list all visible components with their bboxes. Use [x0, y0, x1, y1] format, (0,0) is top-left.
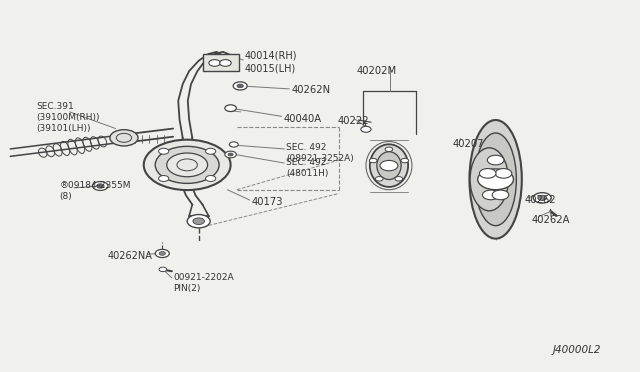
Circle shape	[209, 60, 220, 66]
Circle shape	[401, 158, 408, 163]
Circle shape	[533, 193, 551, 203]
Text: 00921-2202A
PIN(2): 00921-2202A PIN(2)	[173, 273, 234, 293]
Ellipse shape	[469, 120, 522, 238]
Circle shape	[159, 148, 169, 154]
Circle shape	[225, 151, 236, 158]
Circle shape	[495, 169, 512, 178]
Circle shape	[229, 142, 238, 147]
Ellipse shape	[370, 144, 408, 187]
Circle shape	[159, 176, 169, 182]
Text: 40207: 40207	[452, 140, 484, 150]
Circle shape	[477, 169, 513, 190]
Ellipse shape	[470, 148, 508, 211]
Circle shape	[205, 176, 216, 182]
Circle shape	[487, 155, 504, 165]
Text: 40262N: 40262N	[291, 86, 330, 95]
Text: 40262NA: 40262NA	[108, 251, 153, 262]
Circle shape	[479, 169, 496, 178]
Circle shape	[380, 160, 398, 171]
Circle shape	[193, 218, 204, 225]
Circle shape	[156, 146, 219, 183]
Text: 40202M: 40202M	[357, 66, 397, 76]
Text: 40222: 40222	[337, 116, 369, 126]
Circle shape	[205, 148, 216, 154]
Circle shape	[97, 184, 104, 188]
Text: 40040A: 40040A	[284, 114, 322, 124]
Circle shape	[159, 251, 166, 255]
Circle shape	[233, 82, 247, 90]
Text: 40262A: 40262A	[532, 215, 570, 225]
Ellipse shape	[475, 133, 516, 226]
Circle shape	[492, 190, 509, 200]
Text: SEC.391
(39100M(RH))
(39101(LH)): SEC.391 (39100M(RH)) (39101(LH))	[36, 102, 100, 133]
Text: 40173: 40173	[252, 197, 283, 207]
Circle shape	[220, 60, 231, 66]
Circle shape	[225, 105, 236, 112]
Circle shape	[110, 130, 138, 146]
FancyBboxPatch shape	[203, 54, 239, 71]
Circle shape	[361, 126, 371, 132]
Text: SEC. 492
(08921-3252A): SEC. 492 (08921-3252A)	[286, 142, 354, 163]
Text: J40000L2: J40000L2	[552, 344, 601, 355]
Circle shape	[167, 153, 207, 177]
Circle shape	[93, 182, 108, 190]
Circle shape	[385, 147, 393, 151]
Text: SEC. 492
(48011H): SEC. 492 (48011H)	[286, 158, 328, 178]
Circle shape	[538, 195, 547, 201]
Ellipse shape	[377, 152, 401, 180]
Circle shape	[483, 190, 499, 200]
Circle shape	[159, 267, 167, 272]
Circle shape	[144, 140, 230, 190]
Text: 40262: 40262	[524, 195, 556, 205]
Circle shape	[237, 84, 243, 88]
Circle shape	[228, 153, 233, 156]
Circle shape	[187, 215, 210, 228]
Circle shape	[369, 158, 377, 163]
Circle shape	[156, 249, 170, 257]
Circle shape	[395, 177, 403, 181]
Text: ®09184-2355M
(8): ®09184-2355M (8)	[60, 181, 131, 201]
Text: 40014(RH)
40015(LH): 40014(RH) 40015(LH)	[244, 51, 297, 73]
Circle shape	[376, 177, 383, 181]
